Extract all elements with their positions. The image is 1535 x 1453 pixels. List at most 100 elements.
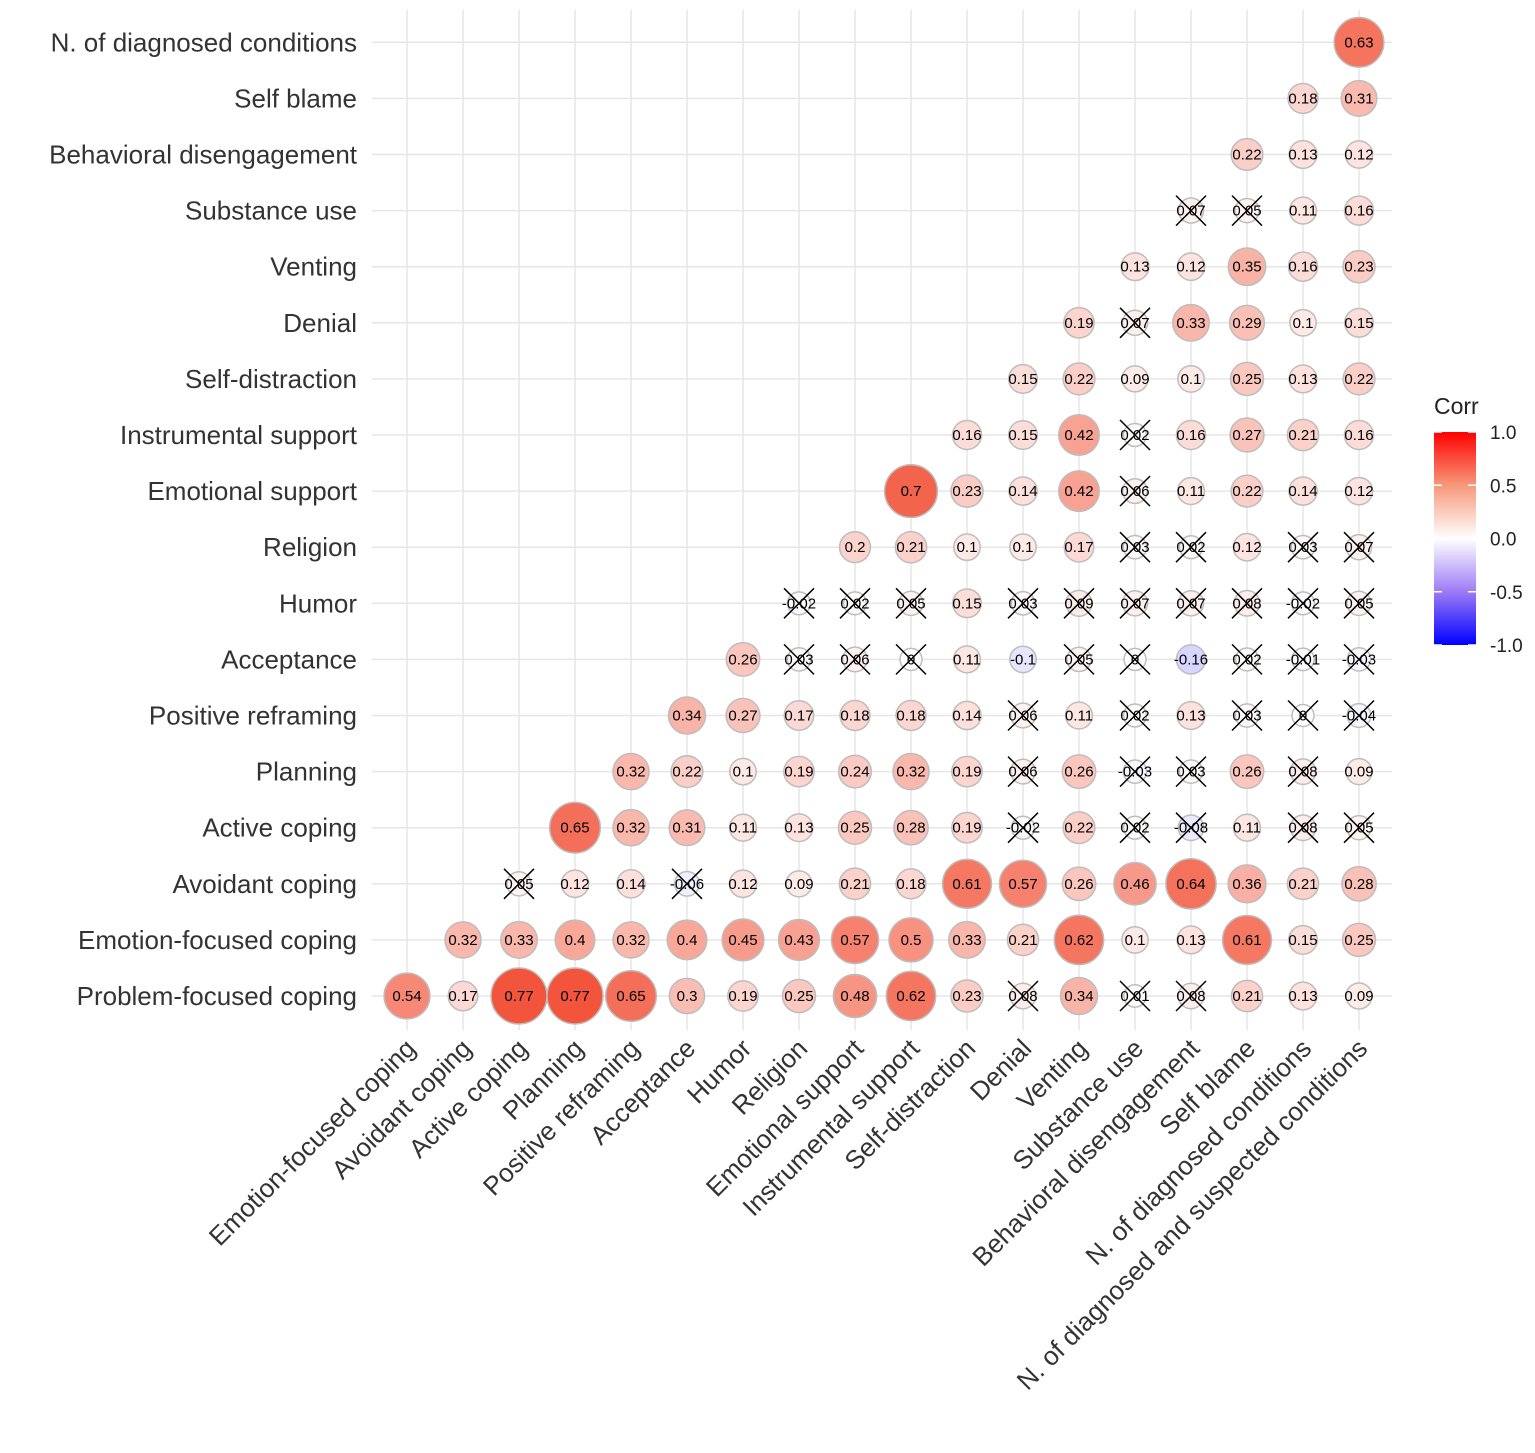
corr-cell: 0.16 [1343,419,1375,451]
corr-cell: 0.15 [1343,307,1375,338]
corr-cell: 0.11 [1288,196,1318,225]
corr-value-label: 0.19 [784,764,813,781]
corr-cell: 0.18 [895,868,927,900]
corr-cell: 0.32 [892,752,930,791]
corr-value-label: 0.4 [565,932,586,949]
corr-cell: 0.7 [883,463,939,519]
legend-tick-label: 0.0 [1490,530,1516,551]
nonsignificant-cross [1007,812,1039,844]
corr-cell: 0.02 [839,587,871,619]
legend-tick-label: 1.0 [1490,423,1516,444]
corr-circle [838,531,872,564]
corr-cell: 0.13 [1288,139,1318,170]
corr-value-label: 0.09 [1120,371,1149,388]
nonsignificant-cross [1119,756,1151,788]
corr-cell: 0.77 [546,967,604,1025]
corr-value-label: 0.63 [1344,34,1373,51]
corr-cell: 0.62 [1053,914,1105,966]
corr-value-label: 0.14 [616,876,645,893]
nonsignificant-cross [1343,531,1375,563]
corr-value-label: 0.34 [1064,988,1093,1005]
corr-circle [1287,251,1319,282]
corr-value-label: 0.19 [952,820,981,837]
corr-cell: 0.11 [728,813,758,842]
corr-value-label: 0.19 [952,764,981,781]
corr-circle [883,463,939,519]
corr-cell: 0.06 [1007,756,1039,788]
corr-circle [1061,754,1097,790]
y-tick-label: Emotion-focused coping [78,925,357,955]
corr-cell: -0.06 [670,868,704,900]
corr-circle [728,813,758,842]
corr-cell: 0.1 [1289,308,1317,337]
corr-value-label: 0.57 [840,932,869,949]
corr-value-label: 0.11 [953,651,981,668]
corr-circle [1120,252,1150,282]
corr-cell: 0.19 [783,755,815,788]
corr-value-label: 0.11 [1065,708,1093,725]
corr-value-label: 0.09 [1344,764,1373,781]
corr-value-label: 0.14 [1008,483,1037,500]
corr-cell: 0.12 [1176,252,1206,282]
corr-cell: 0.18 [895,699,927,732]
corr-value-label: 0.21 [1008,932,1037,949]
corr-value-label: 0.18 [1288,90,1317,107]
corr-cell: 0.12 [728,869,758,899]
corr-cell: 0.11 [1064,701,1094,730]
corr-value-label: 0.7 [901,483,922,500]
corr-cell: 0.02 [1119,699,1151,732]
corr-value-label: 0.17 [1064,539,1093,556]
corr-cell: 0.35 [1227,247,1267,287]
corr-circle [612,752,650,791]
corr-cell: 0.1 [1177,364,1205,393]
corr-circle [895,868,927,900]
corr-value-label: 0.11 [1177,483,1205,500]
corr-cell: 0.13 [1288,981,1318,1011]
corr-value-label: 0.26 [1232,764,1261,781]
corr-cell: 0 [1119,643,1151,675]
corr-value-label: 0.61 [952,876,981,893]
corr-cell: 0.03 [1231,699,1263,732]
corr-cell: 0.54 [383,972,431,1020]
corr-circle [1288,476,1318,506]
corr-circle [839,699,871,732]
corr-value-label: 0.33 [504,932,533,949]
corr-cell: 0.02 [1231,643,1263,675]
corr-cell: 0.05 [503,868,535,900]
corr-cell: 0.09 [1344,982,1374,1010]
corr-cell: 0.05 [1063,643,1095,675]
nonsignificant-cross [1007,699,1039,732]
corr-circle [950,979,984,1013]
corr-circle [1232,532,1262,562]
corr-value-label: 0.13 [1176,708,1205,725]
corr-value-label: -0.16 [1174,651,1208,668]
corr-cell: 0.45 [721,918,765,962]
corr-cell: 0.1 [953,533,981,562]
corr-value-label: 0.29 [1232,315,1261,332]
nonsignificant-cross [1343,643,1375,675]
y-tick-label: Self-distraction [185,364,357,394]
corr-cell: 0.19 [1063,306,1095,339]
corr-value-label: 0.36 [1232,876,1261,893]
corr-value-label: 0.22 [1232,483,1261,500]
corr-cell: 0.22 [1230,474,1264,508]
corr-cell: 0.07 [1175,587,1207,619]
corr-circle [952,645,982,674]
corr-circle [784,813,814,843]
corr-cell: 0.06 [839,643,871,675]
corr-value-label: 0.11 [1233,820,1261,837]
corr-value-label: 0.09 [1344,988,1373,1005]
corr-cell: 0.19 [727,980,759,1012]
corr-circle [947,920,987,959]
corr-circle [951,588,983,619]
nonsignificant-cross [839,587,871,619]
corr-cell: 0.07 [1175,195,1207,227]
corr-value-label: 0.12 [1232,539,1261,556]
corr-cell: -0.03 [1342,643,1376,675]
corr-cell: 0.03 [1007,587,1039,619]
corr-cell: 0.15 [1007,363,1039,394]
corr-circle [667,696,707,735]
nonsignificant-cross [1287,531,1319,563]
corr-circle [727,980,759,1012]
corr-circle [725,641,761,677]
